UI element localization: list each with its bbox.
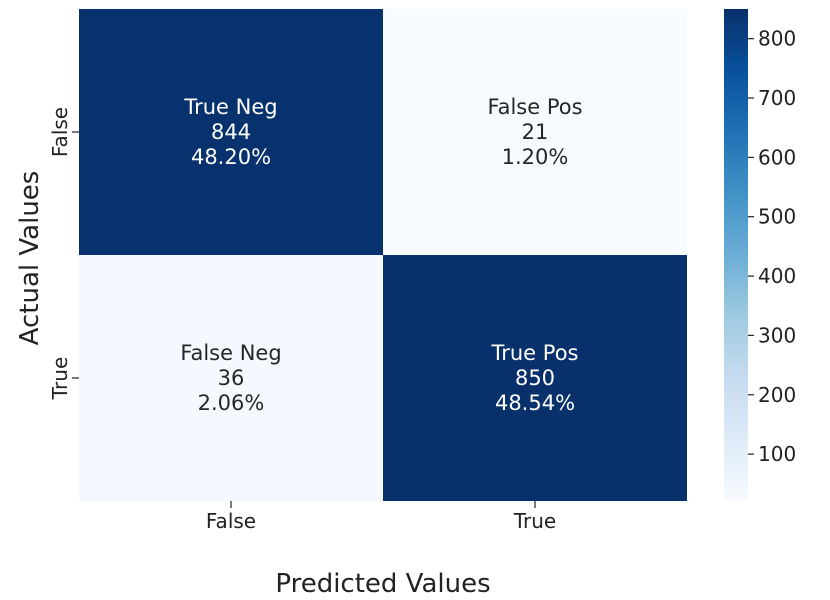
cell-name-label: True Neg — [183, 95, 277, 119]
colorbar-tick-label: 600 — [758, 145, 796, 169]
x-axis-label: Predicted Values — [275, 569, 490, 599]
cell-name-label: True Pos — [491, 341, 579, 365]
cell-percent-label: 48.20% — [191, 145, 271, 169]
colorbar-tick-label: 500 — [758, 205, 796, 229]
x-tick-label: True — [513, 509, 556, 533]
heatmap-cell-0-1 — [383, 9, 687, 255]
cell-count-label: 21 — [522, 120, 549, 144]
cell-count-label: 850 — [515, 366, 555, 390]
cell-percent-label: 2.06% — [198, 391, 265, 415]
cell-count-label: 36 — [218, 366, 245, 390]
heatmap-cells — [79, 9, 687, 501]
colorbar: 100 200 300 400 500 600 700 800 — [724, 9, 796, 501]
cell-name-label: False Neg — [180, 341, 281, 365]
y-tick-label: True — [48, 357, 72, 400]
y-axis-label: Actual Values — [15, 171, 45, 346]
colorbar-tick-label: 800 — [758, 27, 796, 51]
cell-name-label: False Pos — [487, 95, 582, 119]
cell-percent-label: 48.54% — [495, 391, 575, 415]
y-tick-label: False — [48, 107, 72, 157]
heatmap-cell-1-1 — [383, 255, 687, 501]
cell-count-label: 844 — [211, 120, 251, 144]
colorbar-tick-label: 400 — [758, 264, 796, 288]
cell-percent-label: 1.20% — [502, 145, 569, 169]
colorbar-tick-label: 100 — [758, 442, 796, 466]
x-tick-label: False — [206, 509, 256, 533]
colorbar-gradient — [724, 9, 748, 501]
colorbar-tick-label: 300 — [758, 323, 796, 347]
axes: False True False True — [48, 107, 556, 533]
heatmap-cell-1-0 — [79, 255, 383, 501]
heatmap-cell-0-0 — [79, 9, 383, 255]
colorbar-tick-label: 200 — [758, 383, 796, 407]
colorbar-tick-label: 700 — [758, 86, 796, 110]
